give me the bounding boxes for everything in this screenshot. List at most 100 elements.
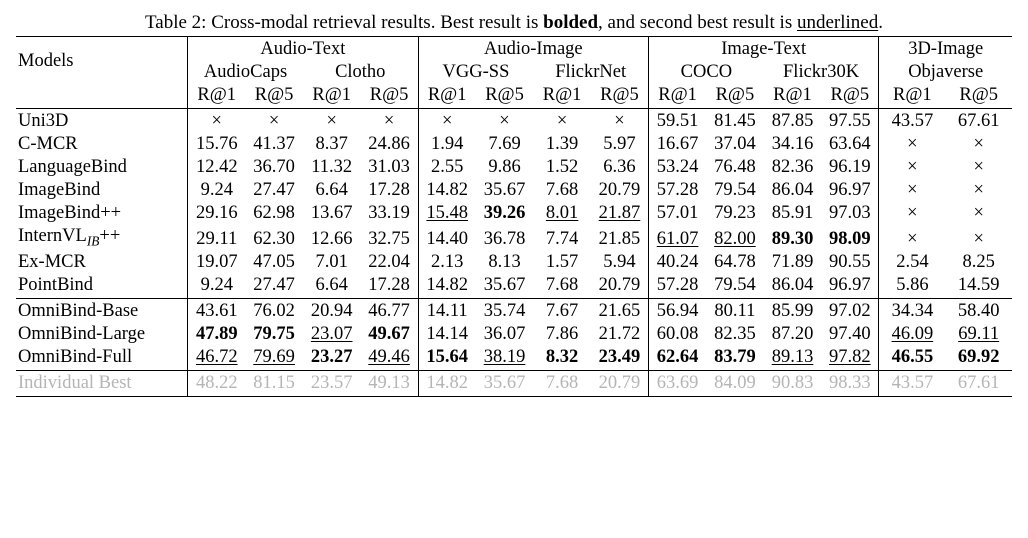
cell: × — [418, 109, 476, 134]
cell: 7.68 — [533, 179, 591, 202]
model-name: LanguageBind — [16, 156, 188, 179]
cell: 79.69 — [245, 346, 303, 371]
cell: × — [945, 156, 1012, 179]
cell: 80.11 — [706, 298, 764, 323]
cell: 57.01 — [649, 202, 707, 225]
cell: 9.24 — [188, 179, 246, 202]
cell: 97.40 — [821, 323, 879, 346]
cell: 7.68 — [533, 370, 591, 396]
cell: 58.40 — [945, 298, 1012, 323]
cell: 29.16 — [188, 202, 246, 225]
table-row: OmniBind-Large47.8979.7523.0749.6714.143… — [16, 323, 1012, 346]
cell: × — [879, 179, 945, 202]
cell: 5.97 — [591, 133, 649, 156]
cell: 5.86 — [879, 274, 945, 299]
cell: 38.19 — [476, 346, 534, 371]
cell: 15.76 — [188, 133, 246, 156]
cell: 63.64 — [821, 133, 879, 156]
cell: 84.09 — [706, 370, 764, 396]
cell: 7.01 — [303, 251, 361, 274]
ds-audiocaps: AudioCaps — [188, 61, 303, 84]
cell: × — [591, 109, 649, 134]
cell: × — [945, 133, 1012, 156]
results-table: Models Audio-Text Audio-Image Image-Text… — [16, 36, 1012, 397]
metric-header: R@1 — [649, 84, 707, 109]
model-name: Uni3D — [16, 109, 188, 134]
cell: 60.08 — [649, 323, 707, 346]
ds-flickrnet: FlickrNet — [533, 61, 648, 84]
cell: 9.24 — [188, 274, 246, 299]
cell: 7.69 — [476, 133, 534, 156]
cell: 23.27 — [303, 346, 361, 371]
model-name: InternVLIB++ — [16, 225, 188, 251]
cell: 46.09 — [879, 323, 945, 346]
cell: 62.30 — [245, 225, 303, 251]
cell: 36.07 — [476, 323, 534, 346]
cell: 14.40 — [418, 225, 476, 251]
cell: 8.37 — [303, 133, 361, 156]
cell: 5.94 — [591, 251, 649, 274]
table-row: OmniBind-Base43.6176.0220.9446.7714.1135… — [16, 298, 1012, 323]
cell: 79.75 — [245, 323, 303, 346]
model-name: OmniBind-Large — [16, 323, 188, 346]
cell: 7.86 — [533, 323, 591, 346]
cell: 96.19 — [821, 156, 879, 179]
cell: 46.77 — [360, 298, 418, 323]
cell: 23.07 — [303, 323, 361, 346]
cell: 2.13 — [418, 251, 476, 274]
metric-header: R@1 — [188, 84, 246, 109]
cell: 79.54 — [706, 274, 764, 299]
cell: 14.59 — [945, 274, 1012, 299]
cell: 34.16 — [764, 133, 822, 156]
metric-header: R@5 — [821, 84, 879, 109]
caption-text-3: . — [878, 12, 883, 33]
cell: 47.89 — [188, 323, 246, 346]
cell: 82.36 — [764, 156, 822, 179]
group-audio-text: Audio-Text — [188, 37, 418, 62]
cell: 57.28 — [649, 179, 707, 202]
cell: 97.02 — [821, 298, 879, 323]
cell: 33.19 — [360, 202, 418, 225]
metric-header: R@5 — [360, 84, 418, 109]
cell: 39.26 — [476, 202, 534, 225]
cell: 8.25 — [945, 251, 1012, 274]
metric-header: R@1 — [764, 84, 822, 109]
cell: 27.47 — [245, 274, 303, 299]
table-row: Ex-MCR19.0747.057.0122.042.138.131.575.9… — [16, 251, 1012, 274]
cell: 7.74 — [533, 225, 591, 251]
cell: 64.78 — [706, 251, 764, 274]
cell: 62.64 — [649, 346, 707, 371]
cell: 49.67 — [360, 323, 418, 346]
table-row: OmniBind-Full46.7279.6923.2749.4615.6438… — [16, 346, 1012, 371]
cell: 1.52 — [533, 156, 591, 179]
cell: 85.99 — [764, 298, 822, 323]
cell: 37.04 — [706, 133, 764, 156]
cell: × — [945, 179, 1012, 202]
cell: × — [879, 156, 945, 179]
cell: 43.57 — [879, 109, 945, 134]
caption-bold: bolded — [543, 12, 598, 33]
metric-header: R@1 — [303, 84, 361, 109]
cell: 62.98 — [245, 202, 303, 225]
cell: 97.82 — [821, 346, 879, 371]
cell: 82.00 — [706, 225, 764, 251]
cell: 57.28 — [649, 274, 707, 299]
cell: 87.20 — [764, 323, 822, 346]
cell: × — [533, 109, 591, 134]
cell: 14.82 — [418, 274, 476, 299]
cell: 46.72 — [188, 346, 246, 371]
cell: 82.35 — [706, 323, 764, 346]
cell: 53.24 — [649, 156, 707, 179]
metric-header: R@5 — [245, 84, 303, 109]
cell: 49.46 — [360, 346, 418, 371]
cell: 85.91 — [764, 202, 822, 225]
table-row: ImageBind++29.1662.9813.6733.1915.4839.2… — [16, 202, 1012, 225]
caption-underline: underlined — [797, 12, 878, 33]
cell: 34.34 — [879, 298, 945, 323]
header-row-metrics: R@1R@5R@1R@5R@1R@5R@1R@5R@1R@5R@1R@5R@1R… — [16, 84, 1012, 109]
cell: × — [303, 109, 361, 134]
cell: 12.42 — [188, 156, 246, 179]
cell: × — [945, 202, 1012, 225]
ds-clotho: Clotho — [303, 61, 418, 84]
cell: 11.32 — [303, 156, 361, 179]
